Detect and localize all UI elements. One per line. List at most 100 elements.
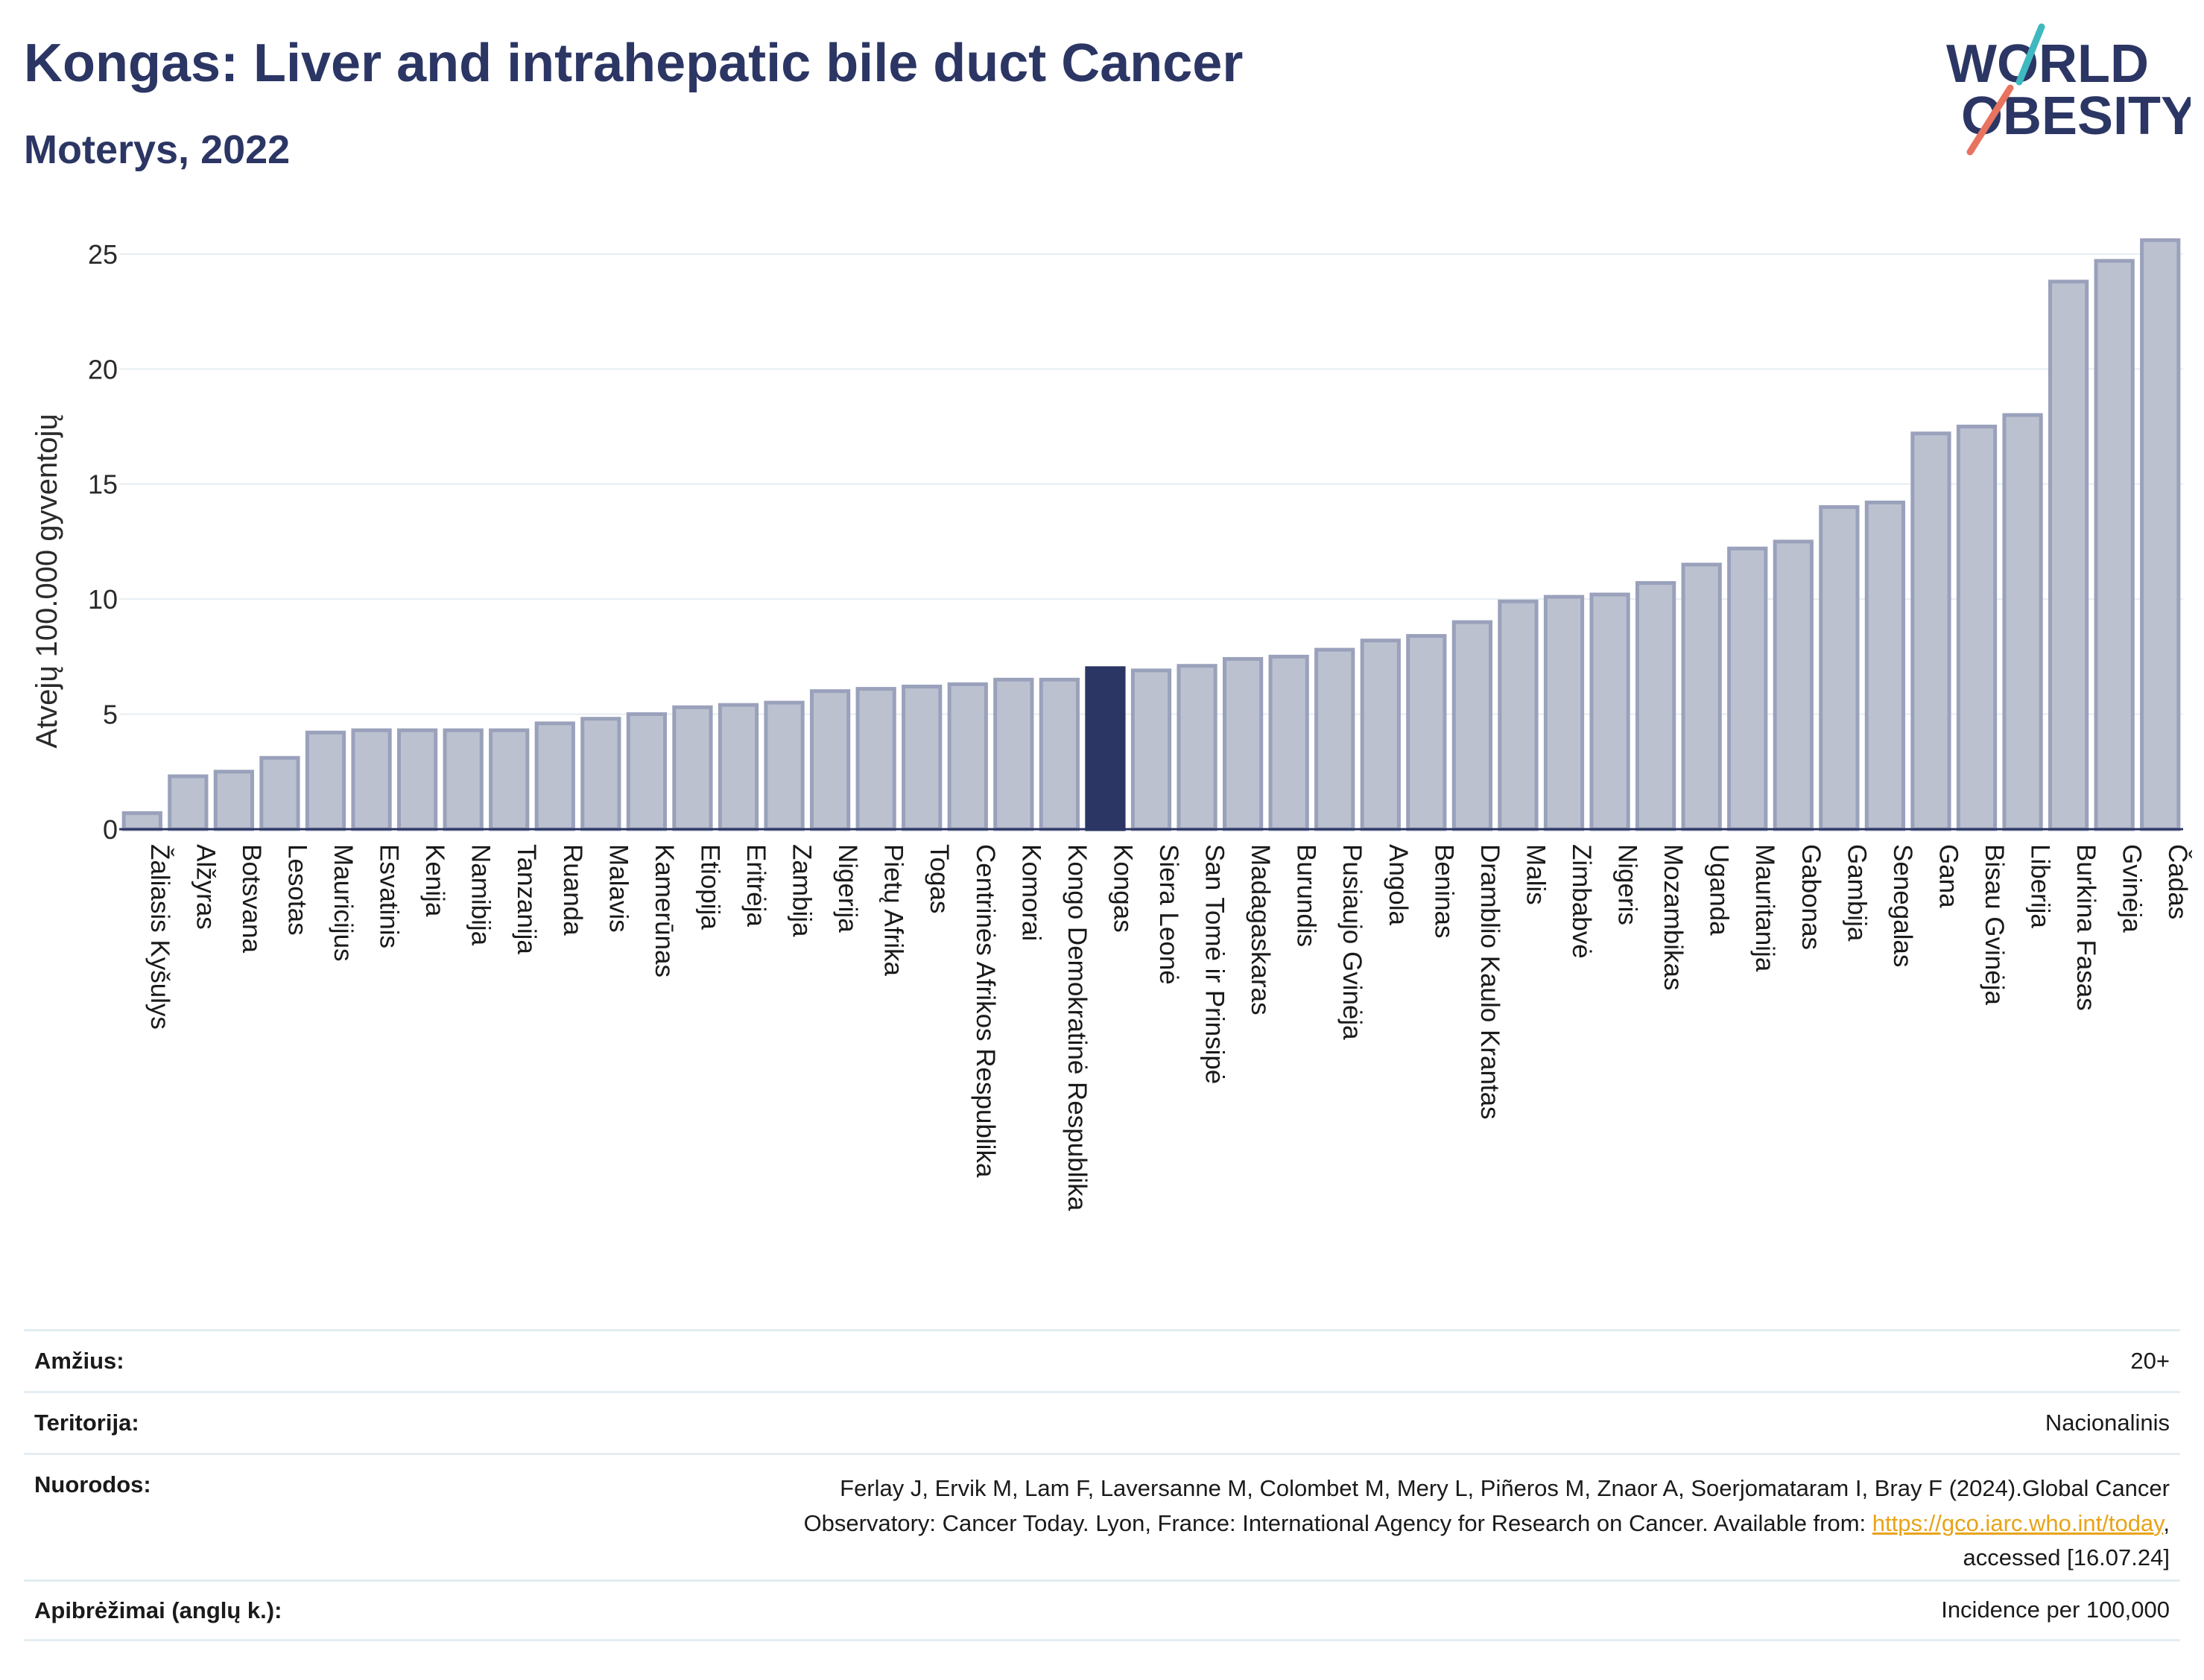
y-tick-label: 5 [103, 700, 118, 730]
x-tick-label: Mauricijus [329, 844, 358, 962]
x-tick-label: Mauritanija [1750, 844, 1779, 972]
bar [1177, 664, 1217, 831]
x-tick-label: Centrinės Afrikos Respublika [971, 844, 1000, 1178]
bar [626, 712, 668, 831]
x-tick-label: Tanzanija [512, 844, 541, 954]
x-tick-label: Burkina Fasas [2071, 844, 2100, 1011]
info-row-age: Amžius: 20+ [24, 1329, 2180, 1391]
x-tick-label: Kongo Demokratinė Respublika [1063, 844, 1092, 1211]
bar [1406, 634, 1447, 831]
bar [1589, 592, 1630, 831]
x-tick-label: Gabonas [1796, 844, 1825, 950]
bar [489, 728, 530, 831]
x-tick-label: Čadas [2163, 844, 2192, 919]
bar [718, 703, 759, 831]
bar [396, 728, 438, 831]
bar [2048, 279, 2089, 831]
bar [672, 705, 713, 831]
info-value-references: Ferlay J, Ervik M, Lam F, Laversanne M, … [804, 1471, 2170, 1576]
bar [1314, 647, 1355, 831]
bar [1681, 562, 1722, 831]
y-tick-label: 15 [88, 469, 118, 500]
info-key-definitions: Apibrėžimai (anglų k.): [34, 1597, 282, 1623]
bar [443, 728, 484, 831]
x-tick-label: Uganda [1705, 844, 1734, 936]
x-tick-label: Lesotas [282, 844, 311, 936]
bar [1360, 638, 1401, 831]
x-tick-label: Žaliasis Kyšulys [145, 844, 174, 1030]
bar [305, 730, 346, 831]
reference-line-3: accessed [16.07.24] [1963, 1544, 2170, 1570]
bars [121, 238, 2181, 831]
y-axis-title: Atvejų 100.000 gyventojų [31, 413, 63, 748]
bar [1268, 654, 1309, 831]
world-obesity-logo: WORLD OBESITY [1946, 23, 2191, 156]
bar [1543, 595, 1585, 831]
bar [213, 770, 255, 831]
info-key-territory: Teritorija: [34, 1410, 139, 1436]
x-tick-label: San Tomė ir Prinsipė [1200, 844, 1229, 1084]
x-tick-label: Senegalas [1888, 844, 1917, 967]
x-tick-label: Ruanda [558, 844, 587, 936]
info-table: Amžius: 20+ Teritorija: Nacionalinis Nuo… [24, 1329, 2180, 1641]
bar [855, 687, 896, 831]
x-tick-label: Gana [1934, 844, 1963, 908]
x-tick-label: Zambija [788, 844, 817, 937]
bar [1635, 581, 1676, 831]
x-tick-label: Botsvana [237, 844, 266, 953]
x-tick-label: Kamerūnas [650, 844, 679, 977]
x-tick-label: Esvatinis [375, 844, 404, 948]
y-tick-label: 10 [88, 584, 118, 615]
bar [1956, 425, 1998, 831]
bar-highlighted [1085, 666, 1126, 831]
info-key-age: Amžius: [34, 1348, 124, 1374]
x-tick-label: Pietų Afrika [879, 844, 908, 977]
bar [809, 689, 851, 831]
bar [2140, 238, 2181, 831]
bar [168, 774, 209, 831]
x-tick-label: Gvinėja [2118, 844, 2147, 933]
x-tick-label: Beninas [1429, 844, 1458, 938]
x-tick-label: Burundis [1292, 844, 1321, 947]
bar [580, 717, 621, 831]
x-tick-label: Angola [1384, 844, 1413, 926]
x-tick-label: Nigeris [1613, 844, 1642, 925]
bar [764, 700, 805, 831]
x-tick-label: Kenija [420, 844, 449, 917]
x-tick-label: Alžyras [191, 844, 220, 930]
x-tick-label: Togas [925, 844, 954, 913]
bar [2002, 413, 2043, 831]
info-row-references: Nuorodos: Ferlay J, Ervik M, Lam F, Lave… [24, 1453, 2180, 1579]
reference-line-2-end: , [2163, 1509, 2170, 1536]
bar [259, 755, 300, 831]
x-tick-label: Siera Leonė [1154, 844, 1183, 985]
x-tick-label: Mozambikas [1659, 844, 1688, 990]
bar [1864, 500, 1906, 831]
x-tick-label: Malavis [604, 844, 633, 933]
bar [902, 685, 943, 831]
y-tick-label: 20 [88, 354, 118, 384]
bar [534, 721, 575, 831]
y-tick-label: 25 [88, 239, 118, 270]
x-tick-label: Malis [1521, 844, 1550, 905]
info-value-age: 20+ [2130, 1347, 2170, 1374]
chart-subtitle: Moterys, 2022 [24, 127, 291, 172]
bar [2094, 259, 2135, 831]
logo-slash-teal [2015, 23, 2045, 86]
info-value-territory: Nacionalinis [2045, 1409, 2170, 1436]
reference-line-1: Ferlay J, Ervik M, Lam F, Laversanne M, … [840, 1475, 2170, 1501]
x-tick-label: Etiopija [695, 844, 724, 930]
x-tick-label: Dramblio Kaulo Krantas [1475, 844, 1504, 1120]
bar [1819, 505, 1860, 831]
bar [1451, 620, 1493, 831]
reference-link[interactable]: https://gco.iarc.who.int/today [1872, 1509, 2164, 1536]
x-axis-labels: Žaliasis Kyšulys Alžyras Botsvana Lesotas Ma… [145, 844, 2192, 1211]
x-tick-label: Namibija [466, 844, 495, 946]
info-row-territory: Teritorija: Nacionalinis [24, 1391, 2180, 1453]
x-tick-label: Zimbabvė [1567, 844, 1596, 959]
bar [1222, 656, 1264, 831]
bar [1498, 599, 1539, 831]
bar-chart: 0 5 10 15 20 25 Žaliasis Kyšulys Alžyras Botsva… [31, 238, 2192, 1211]
x-tick-label: Madagaskaras [1246, 844, 1275, 1015]
info-row-definitions: Apibrėžimai (anglų k.): Incidence per 10… [24, 1579, 2180, 1641]
